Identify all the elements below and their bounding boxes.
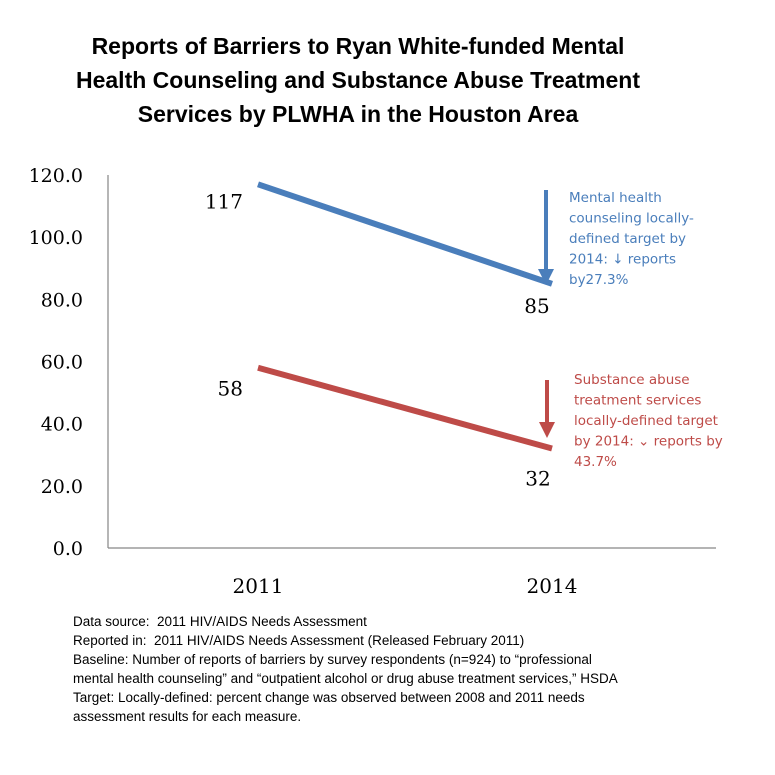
annotation-text-line: Mental health	[569, 190, 662, 206]
footer-line-baseline-2: mental health counseling” and “outpatien…	[73, 671, 618, 686]
footer-line-source: Data source: 2011 HIV/AIDS Needs Assessm…	[73, 614, 367, 629]
x-tick-label: 2014	[527, 574, 578, 598]
data-label: 85	[524, 294, 549, 318]
annotation-text-line: counseling locally-	[569, 211, 694, 227]
series-line-1	[257, 364, 553, 452]
footer-line-baseline-1: Baseline: Number of reports of barriers …	[73, 652, 592, 667]
annotation-text-line: Substance abuse	[574, 372, 690, 388]
annotation-text-line: defined target by	[569, 231, 686, 247]
chart-footer: Data source: 2011 HIV/AIDS Needs Assessm…	[73, 612, 763, 726]
footer-line-target-1: Target: Locally-defined: percent change …	[73, 690, 585, 705]
chart-title: Reports of Barriers to Ryan White-funded…	[76, 33, 640, 127]
data-label: 32	[525, 467, 550, 491]
data-label: 58	[218, 377, 243, 401]
annotation-text-line: locally-defined target	[574, 413, 718, 429]
x-tick-label: 2011	[233, 574, 284, 598]
annotation-text-line: by 2014: ⌄ reports by	[574, 434, 723, 450]
y-tick-label: 60.0	[41, 352, 83, 374]
y-tick-label: 20.0	[41, 476, 83, 498]
annotation-arrow-head	[539, 422, 555, 438]
annotation-text-line: treatment services	[574, 393, 701, 409]
y-tick-label: 0.0	[53, 538, 83, 560]
chart-axes	[107, 175, 716, 549]
annotation-arrow-head	[538, 269, 554, 285]
y-tick-label: 120.0	[29, 165, 83, 187]
x-axis-ticks: 2011 2014	[233, 574, 578, 598]
chart-annotations: Mental health counseling locally-defined …	[538, 190, 723, 470]
y-tick-label: 40.0	[41, 414, 83, 436]
chart-title-line: Health Counseling and Substance Abuse Tr…	[76, 67, 640, 93]
chart-series: 117 85 58 32	[205, 181, 553, 491]
annotation-text-line: 43.7%	[574, 454, 617, 470]
annotation-text-line: 2014: ↓ reports	[569, 252, 676, 268]
series-line-0	[257, 181, 553, 287]
footer-line-reported: Reported in: 2011 HIV/AIDS Needs Assessm…	[73, 633, 525, 648]
chart-title-line: Services by PLWHA in the Houston Area	[138, 101, 579, 127]
chart-title-line: Reports of Barriers to Ryan White-funded…	[92, 33, 625, 59]
y-tick-label: 80.0	[41, 289, 83, 311]
y-axis-ticks: 0.0 20.0 40.0 60.0 80.0 100.0 120.0	[29, 165, 83, 560]
y-tick-label: 100.0	[29, 227, 83, 249]
annotation-text-line: by27.3%	[569, 272, 629, 288]
data-label: 117	[205, 189, 243, 213]
chart: Reports of Barriers to Ryan White-funded…	[29, 33, 723, 598]
footer-line-target-2: assessment results for each measure.	[73, 709, 302, 724]
